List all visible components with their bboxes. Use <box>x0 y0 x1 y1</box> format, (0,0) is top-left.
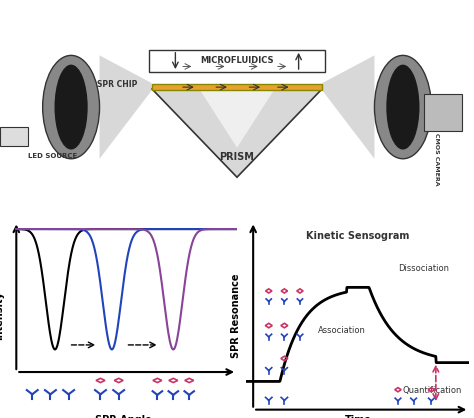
FancyBboxPatch shape <box>0 127 28 146</box>
X-axis label: Time: Time <box>345 415 371 418</box>
Text: PRISM: PRISM <box>219 152 255 162</box>
Text: CMOS CAMERA: CMOS CAMERA <box>434 133 439 186</box>
Text: MICROFLUIDICS: MICROFLUIDICS <box>200 56 274 66</box>
Y-axis label: Intensity: Intensity <box>0 291 4 340</box>
FancyBboxPatch shape <box>152 84 322 90</box>
Ellipse shape <box>55 65 88 150</box>
Ellipse shape <box>374 56 431 159</box>
Text: LED SOURCE: LED SOURCE <box>28 153 78 159</box>
FancyBboxPatch shape <box>424 94 462 131</box>
Polygon shape <box>100 56 152 159</box>
Text: Association: Association <box>318 326 365 335</box>
Polygon shape <box>152 89 322 177</box>
Text: Quantification: Quantification <box>402 386 462 395</box>
Ellipse shape <box>386 65 419 150</box>
Text: Kinetic Sensogram: Kinetic Sensogram <box>306 231 410 241</box>
X-axis label: SPR Angle: SPR Angle <box>95 415 152 418</box>
Ellipse shape <box>43 56 100 159</box>
Polygon shape <box>322 56 374 159</box>
Polygon shape <box>199 89 275 148</box>
FancyBboxPatch shape <box>149 50 325 72</box>
Text: Dissociation: Dissociation <box>398 264 449 273</box>
Y-axis label: SPR Resonance: SPR Resonance <box>231 273 241 358</box>
Text: SPR CHIP: SPR CHIP <box>97 80 137 89</box>
